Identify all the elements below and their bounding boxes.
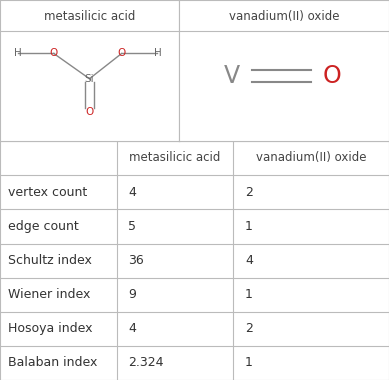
Text: Schultz index: Schultz index — [8, 254, 92, 267]
Text: 1: 1 — [245, 356, 253, 369]
Text: 4: 4 — [128, 322, 136, 335]
Text: H: H — [154, 48, 161, 59]
Text: 2: 2 — [245, 322, 253, 335]
Text: O: O — [49, 48, 58, 59]
Text: vanadium(II) oxide: vanadium(II) oxide — [229, 10, 339, 23]
Text: 4: 4 — [128, 186, 136, 199]
Text: H: H — [14, 48, 22, 59]
Text: 2.324: 2.324 — [128, 356, 164, 369]
Text: 9: 9 — [128, 288, 136, 301]
Text: Si: Si — [85, 74, 94, 84]
Text: metasilicic acid: metasilicic acid — [130, 152, 221, 165]
Text: Hosoya index: Hosoya index — [8, 322, 92, 335]
Text: 1: 1 — [245, 220, 253, 233]
Text: vertex count: vertex count — [8, 186, 87, 199]
Text: vanadium(II) oxide: vanadium(II) oxide — [256, 152, 366, 165]
Text: metasilicic acid: metasilicic acid — [44, 10, 135, 23]
Text: V: V — [223, 64, 240, 88]
Text: 1: 1 — [245, 288, 253, 301]
Text: 2: 2 — [245, 186, 253, 199]
Text: Wiener index: Wiener index — [8, 288, 90, 301]
Text: Balaban index: Balaban index — [8, 356, 97, 369]
Text: O: O — [85, 108, 94, 117]
Text: 36: 36 — [128, 254, 144, 267]
Text: 4: 4 — [245, 254, 253, 267]
Text: 5: 5 — [128, 220, 137, 233]
Text: edge count: edge count — [8, 220, 79, 233]
Text: O: O — [117, 48, 126, 59]
Text: O: O — [323, 64, 342, 88]
